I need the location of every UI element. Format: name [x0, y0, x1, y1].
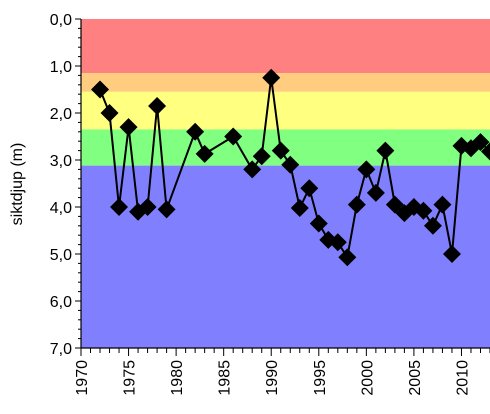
quality-bands	[81, 19, 490, 348]
y-tick-label: 5,0	[50, 247, 72, 264]
band-4	[81, 165, 490, 348]
band-0	[81, 19, 490, 74]
data-point	[281, 155, 300, 174]
data-point	[119, 118, 138, 137]
data-point	[195, 144, 214, 163]
x-tick-label: 1995	[312, 360, 329, 396]
data-point	[481, 142, 490, 161]
x-tick-label: 2005	[407, 360, 424, 396]
x-tick-label: 1980	[169, 360, 186, 396]
data-point	[357, 160, 376, 179]
data-point	[347, 195, 366, 214]
data-point	[100, 104, 119, 122]
x-tick-label: 1985	[217, 360, 234, 396]
x-tick-label: 2000	[359, 360, 376, 396]
data-point	[157, 200, 176, 219]
data-point	[423, 216, 442, 235]
data-point	[309, 214, 328, 233]
data-point	[338, 248, 357, 267]
data-point	[328, 233, 347, 252]
data-point	[138, 198, 157, 216]
x-tick-label: 1975	[122, 360, 139, 396]
data-point	[91, 80, 110, 99]
data-point	[186, 122, 205, 141]
y-tick-label: 2,0	[50, 106, 72, 123]
data-point	[433, 195, 452, 214]
y-tick-label: 1,0	[50, 59, 72, 76]
band-2	[81, 91, 490, 130]
data-point	[110, 198, 129, 216]
data-point	[414, 201, 433, 220]
data-point	[471, 133, 490, 152]
x-tick-label: 2010	[454, 360, 471, 396]
x-tick-label: 1970	[74, 360, 91, 396]
data-point	[376, 141, 395, 160]
data-series	[91, 68, 490, 267]
data-point	[300, 179, 319, 198]
y-tick-label: 7,0	[50, 341, 72, 358]
y-tick-label: 0,0	[50, 12, 72, 29]
data-point	[442, 245, 461, 263]
x-tick-label: 1990	[264, 360, 281, 396]
y-tick-label: 3,0	[50, 153, 72, 170]
data-point	[262, 68, 281, 87]
data-point	[290, 198, 309, 217]
y-tick-label: 4,0	[50, 200, 72, 217]
data-point	[271, 141, 290, 160]
y-axis-title: siktdjup (m)	[9, 143, 26, 226]
data-point	[148, 96, 167, 115]
data-point	[243, 160, 262, 179]
y-tick-label: 6,0	[50, 294, 72, 311]
data-point	[224, 127, 243, 146]
data-point	[252, 147, 271, 166]
data-point	[366, 183, 385, 202]
band-1	[81, 73, 490, 92]
